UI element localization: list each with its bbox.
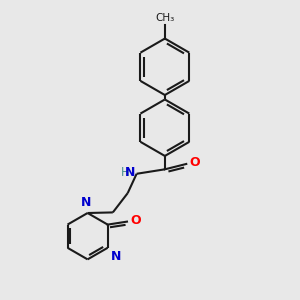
Text: N: N	[111, 250, 122, 263]
Text: O: O	[189, 156, 200, 169]
Text: O: O	[130, 214, 141, 226]
Text: N: N	[125, 166, 135, 179]
Text: CH₃: CH₃	[155, 13, 175, 23]
Text: H: H	[121, 166, 130, 179]
Text: N: N	[81, 196, 91, 209]
